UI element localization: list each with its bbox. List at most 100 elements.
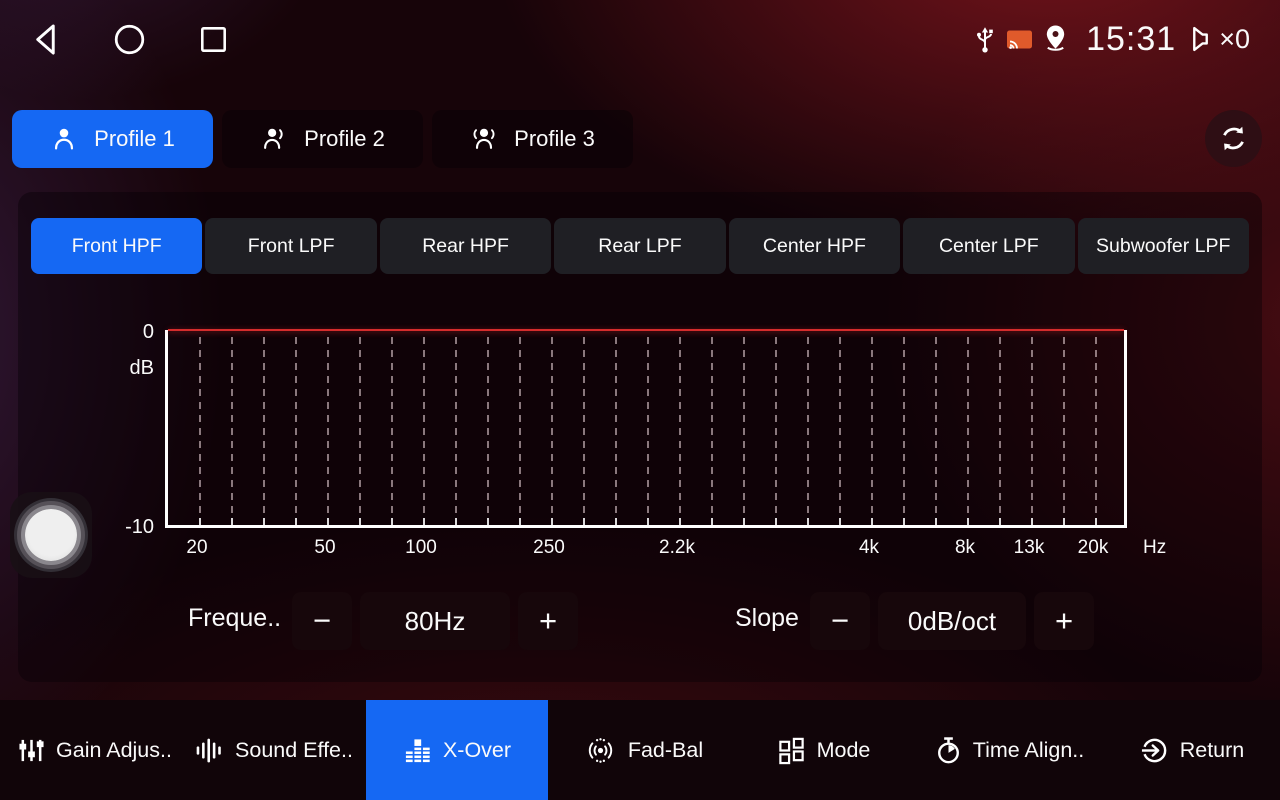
x-axis-tick-label: 20	[186, 537, 208, 558]
home-icon[interactable]	[113, 23, 146, 56]
axis-tick	[455, 518, 457, 525]
nav-item-label: Gain Adjus..	[56, 737, 172, 762]
axis-tick	[359, 518, 361, 525]
gridline	[423, 337, 425, 514]
gridline	[263, 337, 265, 514]
axis-tick	[231, 518, 233, 525]
gridline	[231, 337, 233, 514]
crossover-panel: Front HPF Front LPF Rear HPF Rear LPF Center…	[18, 192, 1262, 682]
bottom-nav: Gain Adjus.. Sound Effe.. X-Over Fad-Bal Mod…	[0, 700, 1280, 800]
gridline	[839, 337, 841, 514]
slope-plus-button[interactable]: +	[1034, 592, 1094, 650]
gridline	[455, 337, 457, 514]
axis-tick	[327, 518, 329, 525]
frequency-label: Freque..	[188, 604, 282, 632]
gridline	[519, 337, 521, 514]
sound-effect-icon	[195, 738, 224, 763]
x-axis-unit-label: Hz	[1143, 537, 1167, 558]
gridline	[391, 337, 393, 514]
usb-icon	[973, 24, 997, 54]
filter-tab-rear-hpf[interactable]: Rear HPF	[379, 218, 552, 274]
nav-item-time-align[interactable]: Time Align..	[912, 700, 1107, 800]
status-bar: 15:31 ×0	[0, 0, 1280, 78]
axis-tick	[1031, 518, 1033, 525]
gridline	[359, 337, 361, 514]
gridline	[679, 337, 681, 514]
equalizer-icon	[403, 736, 432, 765]
profile-tab-label: Profile 1	[94, 126, 175, 151]
sync-button[interactable]	[1205, 110, 1262, 167]
filter-tab-rear-lpf[interactable]: Rear LPF	[554, 218, 726, 274]
frequency-plus-button[interactable]: +	[518, 592, 578, 650]
filter-tab-front-hpf[interactable]: Front HPF	[31, 218, 203, 274]
profile-tab-1[interactable]: Profile 1	[12, 110, 213, 168]
filter-tab-subwoofer-lpf[interactable]: Subwoofer LPF	[1077, 218, 1249, 274]
axis-tick	[551, 518, 553, 525]
profile-tab-label: Profile 3	[514, 126, 595, 151]
axis-tick	[295, 518, 297, 525]
x-axis-tick-label: 50	[314, 537, 336, 558]
gridline	[551, 337, 553, 514]
fader-balance-icon	[584, 736, 617, 765]
profile-tab-3[interactable]: Profile 3	[432, 110, 633, 168]
axis-tick	[839, 518, 841, 525]
gridline	[807, 337, 809, 514]
frequency-minus-button[interactable]: −	[292, 592, 352, 650]
x-axis-tick-label: 20k	[1077, 537, 1109, 558]
x-axis-tick-label: 13k	[1013, 537, 1045, 558]
gridline	[775, 337, 777, 514]
back-icon[interactable]	[30, 22, 61, 57]
nav-item-gain-adjus[interactable]: Gain Adjus..	[6, 700, 184, 800]
nav-item-sound-effe[interactable]: Sound Effe..	[188, 700, 360, 800]
axis-tick	[935, 518, 937, 525]
axis-tick	[583, 518, 585, 525]
recents-icon[interactable]	[198, 24, 229, 55]
slope-minus-button[interactable]: −	[810, 592, 870, 650]
y-axis-max-label: 0	[142, 321, 154, 343]
gridline	[487, 337, 489, 514]
x-axis-tick-label: 8k	[954, 537, 976, 558]
gridline	[647, 337, 649, 514]
filter-tab-center-lpf[interactable]: Center LPF	[903, 218, 1075, 274]
gain-sliders-icon	[18, 737, 45, 764]
x-axis-tick-label: 250	[533, 537, 565, 558]
gridline	[583, 337, 585, 514]
profile-tabs: Profile 1 Profile 2 Profile 3	[12, 110, 633, 168]
gridline	[999, 337, 1001, 514]
profile-tab-label: Profile 2	[304, 126, 385, 151]
axis-tick	[903, 518, 905, 525]
filter-tab-front-lpf[interactable]: Front LPF	[205, 218, 377, 274]
nav-item-return[interactable]: Return	[1122, 700, 1262, 800]
gridline	[615, 337, 617, 514]
axis-tick	[487, 518, 489, 525]
axis-tick	[807, 518, 809, 525]
axis-tick	[775, 518, 777, 525]
x-axis-tick-label: 4k	[858, 537, 880, 558]
axis-tick	[391, 518, 393, 525]
nav-item-mode[interactable]: Mode	[756, 700, 891, 800]
nav-item-label: Sound Effe..	[235, 737, 353, 762]
volume-level: ×0	[1219, 23, 1250, 54]
filter-tab-center-hpf[interactable]: Center HPF	[728, 218, 901, 274]
axis-tick	[743, 518, 745, 525]
frequency-value: 80Hz	[360, 592, 510, 650]
axis-tick	[871, 518, 873, 525]
axis-tick	[199, 518, 201, 525]
return-arrow-icon	[1140, 736, 1169, 765]
nav-item-fad-bal[interactable]: Fad-Bal	[566, 700, 721, 800]
x-axis-tick-label: 100	[405, 537, 437, 558]
nav-item-label: Return	[1179, 737, 1245, 762]
volume-mute-icon[interactable]	[1191, 25, 1210, 53]
y-axis-unit-label: dB	[129, 357, 154, 379]
knob-circle-icon	[25, 509, 77, 561]
y-axis-min-label: -10	[125, 516, 154, 538]
person-arcs-icon	[470, 125, 498, 153]
slope-value: 0dB/oct	[878, 592, 1026, 650]
nav-item-x-over[interactable]: X-Over	[366, 700, 548, 800]
axis-tick	[423, 518, 425, 525]
profile-tab-2[interactable]: Profile 2	[222, 110, 423, 168]
floating-assist-knob[interactable]	[10, 492, 92, 578]
person-single-icon	[50, 125, 78, 153]
status-icons: 15:31 ×0	[973, 20, 1250, 59]
